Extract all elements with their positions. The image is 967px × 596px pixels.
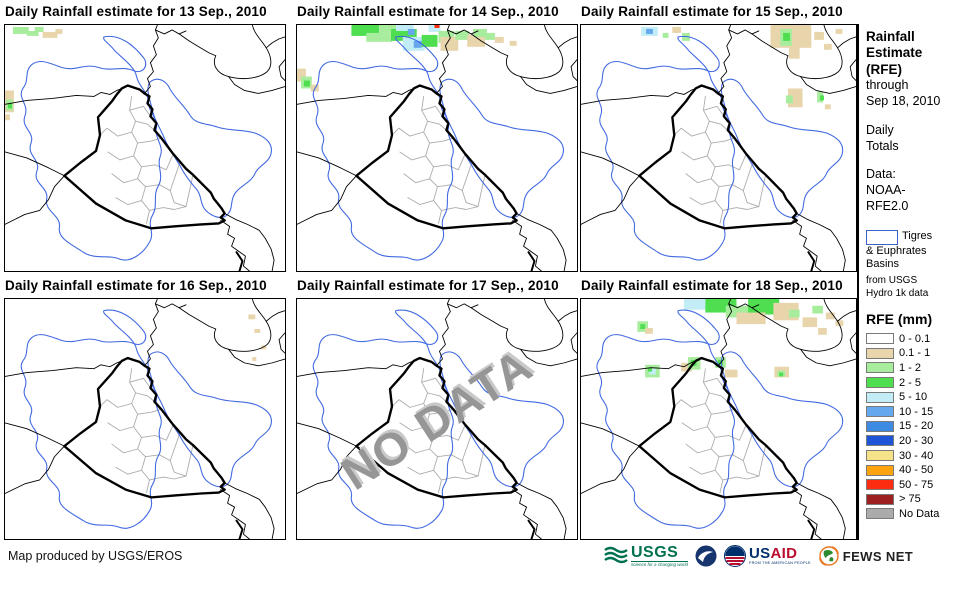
legend-label: 1 - 2 (899, 361, 922, 374)
legend-item: 10 - 15 (866, 404, 967, 419)
map-canvas (297, 25, 577, 271)
legend-item: 0 - 0.1 (866, 331, 967, 346)
rfe-legend-title: RFE (mm) (866, 311, 933, 328)
legend-item: 0.1 - 1 (866, 346, 967, 361)
fewsnet-logo: FEWS NET (818, 545, 913, 567)
sidebar-title: Rainfall Estimate (RFE) (866, 29, 923, 77)
basin-label-first: Tigres (902, 229, 933, 242)
usgs-tagline: science for a changing world (631, 560, 689, 567)
basin-legend: Tigres & Euphrates Basins from USGS Hydro … (866, 229, 967, 301)
map-credit: Map produced by USGS/EROS (8, 549, 183, 563)
basin-source: from USGS Hydro 1k data (866, 275, 929, 300)
legend-label: 0 - 0.1 (899, 332, 931, 345)
footer-logos: USGS science for a changing world USAID … (604, 543, 913, 569)
legend-label: 40 - 50 (899, 464, 934, 477)
legend-swatch-icon (866, 435, 894, 447)
legend-swatch-icon (866, 362, 894, 374)
map-panel-17sep: Daily Rainfall estimate for 17 Sep., 201… (296, 278, 578, 540)
map-canvas (581, 299, 856, 539)
map-panel-18sep: Daily Rainfall estimate for 18 Sep., 201… (580, 278, 857, 540)
map-canvas (5, 299, 285, 539)
map-panel-14sep: Daily Rainfall estimate for 14 Sep., 201… (296, 4, 578, 272)
noaa-emblem-icon (695, 545, 717, 567)
legend-label: 5 - 10 (899, 391, 928, 404)
usgs-wave-icon (604, 546, 628, 564)
rainfall-pixels (248, 314, 267, 361)
map-17sep: NO DATA (296, 298, 578, 540)
map-canvas (297, 299, 577, 539)
legend-label: 2 - 5 (899, 376, 922, 389)
legend-swatch-icon (866, 391, 894, 403)
fewsnet-wordmark: FEWS NET (842, 548, 914, 564)
map-panel-15sep: Daily Rainfall estimate for 15 Sep., 201… (580, 4, 857, 272)
legend-swatch-icon (866, 493, 894, 505)
legend-item: 30 - 40 (866, 448, 967, 463)
map-18sep (580, 298, 857, 540)
legend-swatch-icon (866, 377, 894, 389)
usaid-wordmark-aid: AID (770, 545, 798, 563)
basin-label-rest: & Euphrates Basins (866, 244, 927, 271)
legend-label: No Data (899, 507, 940, 520)
legend-item: 15 - 20 (866, 419, 967, 434)
legend-item: 2 - 5 (866, 375, 967, 390)
panel-title: Daily Rainfall estimate for 17 Sep., 201… (297, 278, 559, 293)
legend-item: 5 - 10 (866, 390, 967, 405)
panel-title: Daily Rainfall estimate for 13 Sep., 201… (5, 4, 267, 19)
legend-label: 10 - 15 (899, 405, 934, 418)
usaid-tagline: FROM THE AMERICAN PEOPLE (749, 561, 811, 566)
legend-swatch-icon (866, 333, 894, 345)
panel-title: Daily Rainfall estimate for 16 Sep., 201… (5, 278, 267, 293)
legend-item: 1 - 2 (866, 361, 967, 376)
usaid-wordmark-us: US (749, 545, 771, 563)
usgs-wordmark: USGS (631, 543, 679, 561)
panel-title: Daily Rainfall estimate for 15 Sep., 201… (581, 4, 843, 19)
map-14sep (296, 24, 578, 272)
legend-swatch-icon (866, 479, 894, 491)
noaa-logo (695, 545, 717, 567)
legend-item: 50 - 75 (866, 477, 967, 492)
legend-item: 40 - 50 (866, 463, 967, 478)
legend-item: 20 - 30 (866, 434, 967, 449)
map-16sep (4, 298, 286, 540)
panel-title: Daily Rainfall estimate for 18 Sep., 201… (581, 278, 843, 293)
legend-label: 15 - 20 (899, 420, 934, 433)
map-canvas (581, 25, 856, 271)
sidebar-period: Daily Totals (866, 122, 899, 153)
sidebar-datasource: Data: NOAA- RFE2.0 (866, 167, 909, 213)
legend-item: No Data (866, 507, 967, 522)
map-15sep (580, 24, 857, 272)
sidebar-through: through Sep 18, 2010 (866, 78, 941, 109)
fewsnet-globe-icon (818, 546, 839, 566)
legend-swatch-icon (866, 406, 894, 418)
usgs-logo: USGS science for a changing world (604, 543, 689, 568)
legend-swatch-icon (866, 464, 894, 476)
legend-swatch-icon (866, 450, 894, 462)
legend-swatch-icon (866, 347, 894, 359)
usaid-emblem-icon (724, 545, 747, 567)
map-13sep (4, 24, 286, 272)
legend-label: > 75 (899, 493, 921, 506)
rainfall-pixels (297, 25, 517, 92)
legend-swatch-icon (866, 420, 894, 432)
legend-label: 50 - 75 (899, 478, 934, 491)
map-panel-13sep: Daily Rainfall estimate for 13 Sep., 201… (4, 4, 286, 272)
rainfall-pixels (5, 26, 63, 121)
legend-label: 30 - 40 (899, 449, 934, 462)
usaid-logo: USAID FROM THE AMERICAN PEOPLE (724, 545, 811, 567)
legend-sidebar: Rainfall Estimate (RFE) through Sep 18, 201… (857, 24, 967, 540)
legend-swatch-icon (866, 508, 894, 520)
rainfall-pixels (637, 299, 844, 378)
legend-label: 0.1 - 1 (899, 347, 931, 360)
legend-item: > 75 (866, 492, 967, 507)
panel-title: Daily Rainfall estimate for 14 Sep., 201… (297, 4, 559, 19)
basin-swatch-icon (866, 229, 898, 245)
legend-label: 20 - 30 (899, 434, 934, 447)
map-panel-16sep: Daily Rainfall estimate for 16 Sep., 201… (4, 278, 286, 540)
map-canvas (5, 25, 285, 271)
